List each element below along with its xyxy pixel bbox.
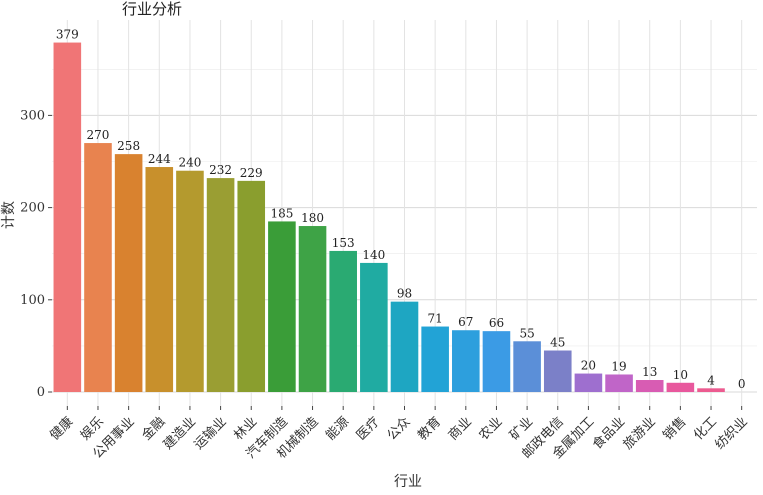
data-label: 185 [270, 206, 293, 220]
data-label: 4 [707, 373, 715, 387]
chart-title: 行业分析 [122, 0, 182, 18]
bar [84, 143, 112, 392]
x-tick-label: 纺织业 [713, 414, 751, 452]
y-tick-label: 200 [20, 201, 45, 216]
data-label: 153 [332, 236, 355, 250]
data-label: 240 [178, 156, 201, 170]
data-label: 66 [489, 316, 504, 330]
y-axis-ticks: 0 100 200 300 [20, 108, 52, 400]
bar-layer [53, 42, 725, 392]
bar [605, 374, 633, 392]
data-label: 244 [148, 152, 171, 166]
bar [421, 326, 449, 392]
x-axis-title: 行业 [394, 474, 422, 490]
bar [666, 382, 695, 392]
bar [114, 154, 143, 392]
data-label: 13 [642, 365, 657, 379]
bar [206, 178, 235, 392]
data-label: 258 [117, 139, 140, 153]
bar [697, 388, 725, 392]
data-label: 45 [550, 336, 565, 350]
bar [268, 221, 296, 392]
x-tick-label: 医疗 [354, 414, 383, 443]
bar [390, 301, 419, 392]
y-tick-label: 300 [20, 108, 45, 123]
bar [360, 262, 388, 392]
y-tick-label: 100 [20, 293, 45, 308]
data-label: 19 [611, 359, 626, 373]
bar [452, 330, 480, 392]
data-label: 10 [673, 368, 688, 382]
bar [53, 42, 82, 392]
data-label: 232 [209, 163, 232, 177]
x-tick-label: 商业 [446, 414, 475, 443]
x-tick-label: 健康 [47, 414, 77, 444]
data-label: 0 [738, 377, 746, 391]
data-label: 270 [87, 128, 110, 142]
x-tick-label: 旅游业 [621, 414, 659, 452]
data-label: 229 [240, 166, 263, 180]
data-label: 20 [581, 359, 596, 373]
bar [237, 180, 266, 392]
bar [543, 350, 572, 392]
bar [574, 373, 603, 392]
x-tick-label: 公众 [385, 414, 414, 443]
data-label: 55 [519, 326, 534, 340]
y-axis-title: 计数 [1, 201, 17, 229]
bar [329, 250, 357, 392]
data-label-layer: 379 270 258 244 240 232 229 185 180 153 140 98 71 67 6… [56, 28, 746, 391]
x-tick-label: 农业 [477, 414, 506, 443]
x-tick-label: 教育 [414, 414, 444, 444]
x-tick-label: 能源 [323, 414, 352, 443]
bar [635, 380, 664, 392]
x-tick-label: 食品业 [589, 414, 628, 453]
data-label: 180 [301, 211, 324, 225]
data-label: 71 [428, 312, 443, 326]
data-label: 98 [397, 287, 412, 301]
bar [482, 331, 511, 392]
data-label: 379 [56, 28, 79, 42]
y-tick-label: 0 [37, 385, 45, 400]
bar [298, 226, 327, 392]
x-tick-label: 建造业 [161, 414, 199, 452]
data-label: 140 [362, 248, 385, 262]
bar [513, 341, 541, 392]
data-label: 67 [458, 315, 473, 329]
bar [176, 170, 204, 392]
bar [145, 167, 174, 392]
x-tick-label: 运输业 [191, 414, 230, 453]
x-tick-label: 销售 [660, 414, 690, 444]
